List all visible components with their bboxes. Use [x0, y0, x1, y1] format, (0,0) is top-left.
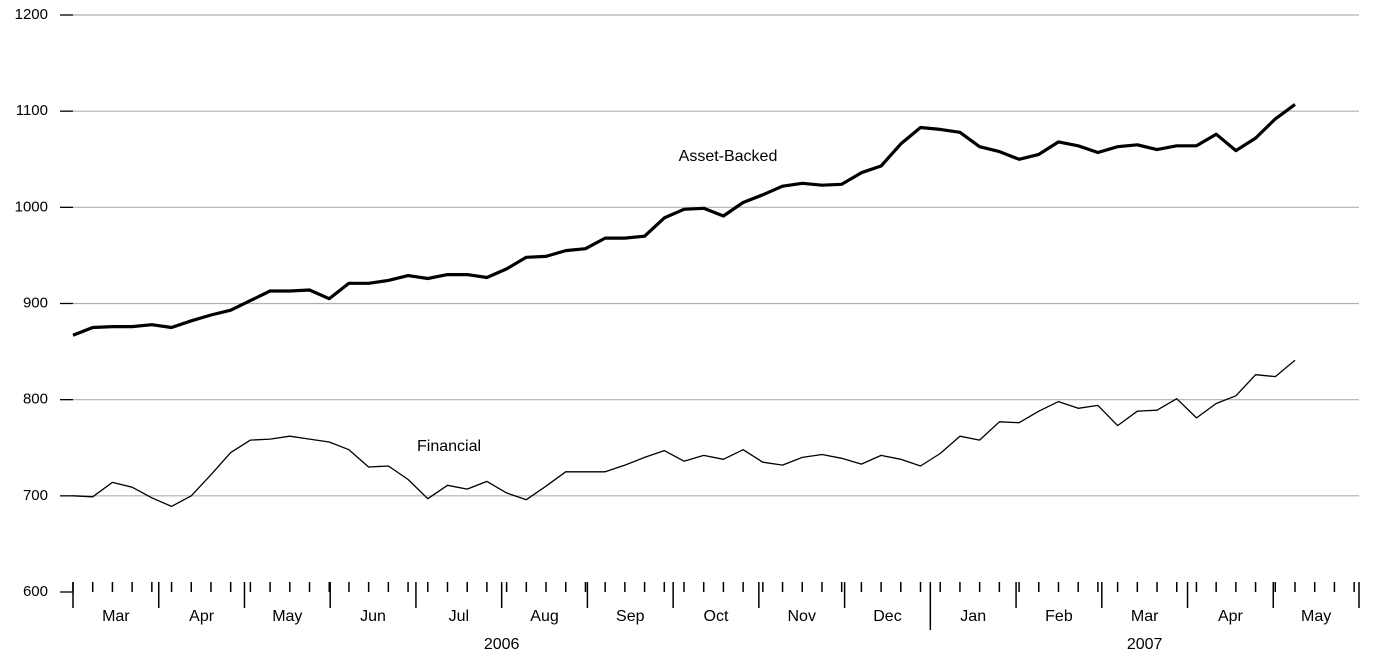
series-line [72, 103, 1296, 337]
x-tick-label: Jul [449, 608, 469, 625]
x-tick-label: Oct [704, 608, 729, 625]
y-tick-label: 900 [23, 294, 48, 311]
x-tick-label: Jun [360, 608, 386, 625]
series-line [72, 359, 1296, 508]
x-tick-label: May [1301, 608, 1331, 625]
x-tick-label: Mar [1131, 608, 1159, 625]
x-tick-label: Aug [530, 608, 558, 625]
y-tick-label: 1000 [15, 198, 48, 215]
x-tick-label: Nov [788, 608, 816, 625]
y-tick-label: 1200 [15, 6, 48, 23]
x-tick-label: Jan [960, 608, 986, 625]
y-tick-label: 800 [23, 391, 48, 408]
series-label: Asset-Backed [679, 148, 778, 165]
x-tick-label: Apr [189, 608, 215, 625]
x-tick-label: Sep [616, 608, 645, 625]
x-tick-label: Mar [102, 608, 130, 625]
series-label: Financial [417, 438, 481, 455]
y-tick-label: 700 [23, 487, 48, 504]
x-year-label: 2006 [484, 636, 520, 653]
x-year-label: 2007 [1127, 636, 1163, 653]
x-tick-label: Dec [873, 608, 901, 625]
x-tick-label: Feb [1045, 608, 1073, 625]
x-tick-label: May [272, 608, 302, 625]
y-tick-label: 600 [23, 583, 48, 600]
y-tick-label: 1100 [16, 102, 48, 119]
x-tick-label: Apr [1218, 608, 1244, 625]
